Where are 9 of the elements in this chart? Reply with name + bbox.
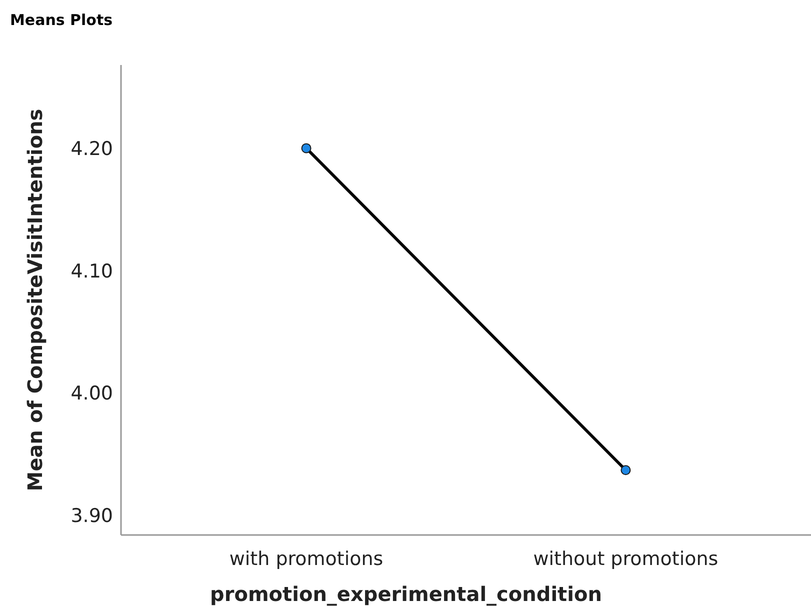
y-tick-label: 3.90 [70, 505, 113, 528]
y-tick-label: 4.20 [70, 138, 113, 160]
x-axis-title: promotion_experimental_condition [210, 582, 602, 606]
chart-title: Means Plots [10, 11, 113, 29]
y-axis-title: Mean of CompositeVisitIntentions [23, 108, 47, 492]
x-tick-label: with promotions [229, 548, 384, 570]
x-tick-label: without promotions [533, 548, 718, 570]
y-tick-label: 4.00 [70, 382, 113, 405]
y-tick-label: 4.10 [70, 260, 113, 282]
